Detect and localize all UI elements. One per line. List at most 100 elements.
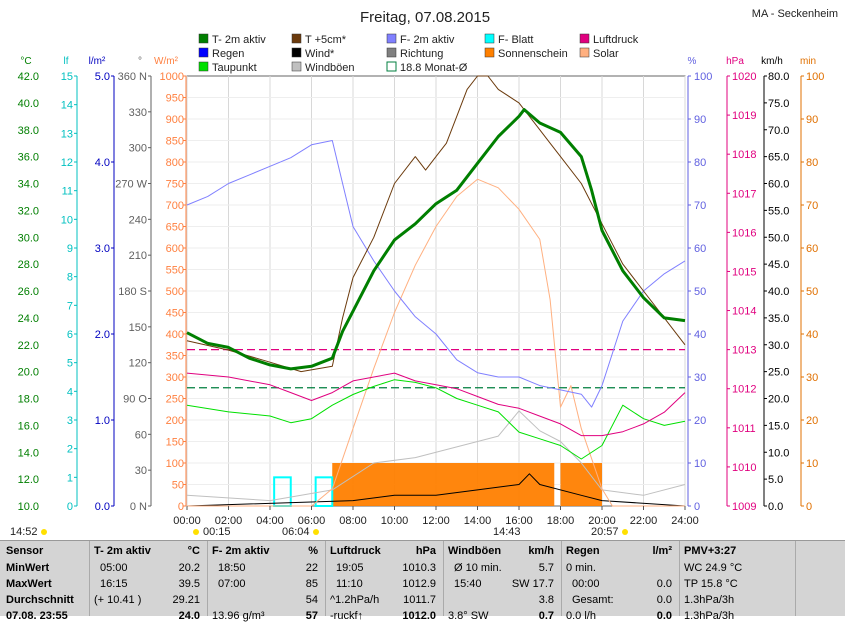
wind-max-value: SW 17.7 bbox=[511, 578, 554, 590]
axis-tick-solar: 700 bbox=[166, 200, 184, 212]
axis-tick-press: 1009 bbox=[732, 501, 756, 513]
hum-avg-value: 54 bbox=[305, 594, 318, 606]
x-tick-label: 04:00 bbox=[256, 515, 284, 527]
sun-icon bbox=[193, 529, 199, 535]
right-axes: %1009080706050403020100hPa10201019101810… bbox=[687, 56, 824, 513]
rain-unit: l/m² bbox=[652, 545, 672, 557]
axis-tick-wind: 80.0 bbox=[768, 71, 789, 83]
axis-unit-rain: l/m² bbox=[89, 56, 106, 67]
axis-tick-temp: 16.0 bbox=[18, 420, 39, 432]
legend-swatch bbox=[291, 47, 302, 58]
axis-tick-wind: 25.0 bbox=[768, 367, 789, 379]
axis-tick-solar: 800 bbox=[166, 157, 184, 169]
legend-label: T +5cm* bbox=[305, 34, 347, 46]
axis-unit-lf: lf bbox=[64, 56, 69, 67]
axis-tick-solar: 450 bbox=[166, 308, 184, 320]
axis-unit-temp: °C bbox=[20, 56, 31, 67]
legend-label: Taupunkt bbox=[212, 62, 257, 74]
axis-tick-dir: 360 N bbox=[118, 71, 147, 83]
axis-tick-press: 1018 bbox=[732, 149, 756, 161]
leaf-wetness-bar bbox=[314, 476, 334, 508]
legend-swatch bbox=[386, 61, 397, 72]
rain-total-value: 0.0 bbox=[656, 594, 672, 606]
axis-tick-temp: 20.0 bbox=[18, 367, 39, 379]
axis-tick-temp: 30.0 bbox=[18, 232, 39, 244]
legend-swatch bbox=[484, 47, 495, 58]
rain-rate: 0.0 l/h bbox=[566, 610, 596, 622]
press-current-value: 1012.0 bbox=[402, 610, 436, 622]
axis-unit-wind: km/h bbox=[761, 56, 783, 67]
axis-tick-press: 1015 bbox=[732, 266, 756, 278]
axis-tick-press: 1011 bbox=[732, 423, 756, 435]
wind-direction: 3.8° SW bbox=[448, 610, 489, 622]
axis-tick-wind: 55.0 bbox=[768, 205, 789, 217]
axis-tick-wind: 20.0 bbox=[768, 394, 789, 406]
legend-swatch bbox=[386, 33, 397, 44]
axis-tick-press: 1020 bbox=[732, 71, 756, 83]
axis-tick-dir: 150 bbox=[129, 322, 147, 334]
axis-unit-dir: ° bbox=[138, 56, 142, 67]
axis-tick-temp: 28.0 bbox=[18, 259, 39, 271]
axis-tick-dir: 330 bbox=[129, 107, 147, 119]
x-tick-label: 12:00 bbox=[422, 515, 450, 527]
hum-min-value: 22 bbox=[305, 562, 318, 574]
press-max-time: 11:10 bbox=[336, 578, 363, 590]
wind-mean-value: 3.8 bbox=[538, 594, 554, 606]
legend: T- 2m aktiv T +5cm* F- 2m aktiv F- Blatt Luf… bbox=[198, 33, 639, 74]
axis-tick-dir: 0 N bbox=[130, 501, 147, 513]
series-line-luftdruck bbox=[186, 372, 686, 437]
axis-tick-min: 30 bbox=[806, 372, 818, 384]
axis-tick-temp: 24.0 bbox=[18, 313, 39, 325]
col-wind: Windböen km/h Ø 10 min. 5.7 15:40 SW 17.… bbox=[448, 541, 558, 622]
stats-table: Sensor MinWert MaxWert Durchschnitt 07.0… bbox=[0, 540, 845, 622]
axis-tick-solar: 200 bbox=[166, 415, 184, 427]
x-tick-label: 16:00 bbox=[505, 515, 533, 527]
axis-tick-dir: 240 bbox=[129, 214, 147, 226]
axis-tick-wind: 45.0 bbox=[768, 259, 789, 271]
pmv-windchill: WC 24.9 °C bbox=[684, 562, 743, 574]
marker-time: 06:04 bbox=[282, 526, 310, 538]
legend-label: Windböen bbox=[305, 62, 355, 74]
axis-tick-rain: 3.0 bbox=[95, 243, 110, 255]
series-lines bbox=[186, 75, 686, 507]
series-line-windb-en bbox=[186, 410, 686, 502]
axis-tick-min: 60 bbox=[806, 243, 818, 255]
press-max-value: 1012.9 bbox=[402, 578, 436, 590]
press-min-time: 19:05 bbox=[336, 562, 364, 574]
axis-tick-temp: 40.0 bbox=[18, 98, 39, 110]
axis-tick-lf: 1 bbox=[67, 472, 73, 484]
axis-tick-solar: 850 bbox=[166, 136, 184, 148]
press-unit: hPa bbox=[415, 545, 436, 557]
axis-tick-min: 70 bbox=[806, 200, 818, 212]
axis-tick-temp: 22.0 bbox=[18, 340, 39, 352]
sunshine-bar bbox=[332, 463, 555, 506]
chart-title: Freitag, 07.08.2015 bbox=[360, 9, 490, 26]
axis-tick-solar: 150 bbox=[166, 437, 184, 449]
rain-max-value: 0.0 bbox=[656, 578, 672, 590]
x-axis: 00:00 02:00 04:00 06:00 08:00 10:00 12:00 14:00… bbox=[173, 506, 699, 527]
hum-header: F- 2m aktiv bbox=[212, 545, 270, 557]
sunset-marker: 20:57 bbox=[591, 526, 619, 538]
legend-label: F- 2m aktiv bbox=[400, 34, 455, 46]
axis-tick-solar: 50 bbox=[172, 480, 184, 492]
axis-tick-min: 90 bbox=[806, 114, 818, 126]
axis-tick-temp: 26.0 bbox=[18, 286, 39, 298]
rain-total-label: Gesamt: bbox=[572, 594, 614, 606]
axis-tick-temp: 36.0 bbox=[18, 152, 39, 164]
axis-tick-solar: 500 bbox=[166, 286, 184, 298]
axis-tick-lf: 8 bbox=[67, 272, 73, 284]
axis-tick-hum: 100 bbox=[694, 71, 712, 83]
axis-tick-solar: 550 bbox=[166, 265, 184, 277]
axis-tick-dir: 180 S bbox=[118, 286, 147, 298]
press-min-value: 1010.3 bbox=[402, 562, 436, 574]
temp-max-time: 16:15 bbox=[100, 578, 128, 590]
legend-label: Richtung bbox=[400, 48, 443, 60]
axis-tick-wind: 50.0 bbox=[768, 232, 789, 244]
x-tick-label: 10:00 bbox=[381, 515, 409, 527]
axis-tick-hum: 90 bbox=[694, 114, 706, 126]
temp-min-time: 05:00 bbox=[100, 562, 128, 574]
axis-tick-lf: 11 bbox=[62, 186, 73, 198]
axis-tick-lf: 6 bbox=[67, 329, 73, 341]
row-label: MaxWert bbox=[6, 578, 52, 590]
col-hum: F- 2m aktiv % 18:50 22 07:00 85 54 13.96… bbox=[212, 541, 322, 622]
